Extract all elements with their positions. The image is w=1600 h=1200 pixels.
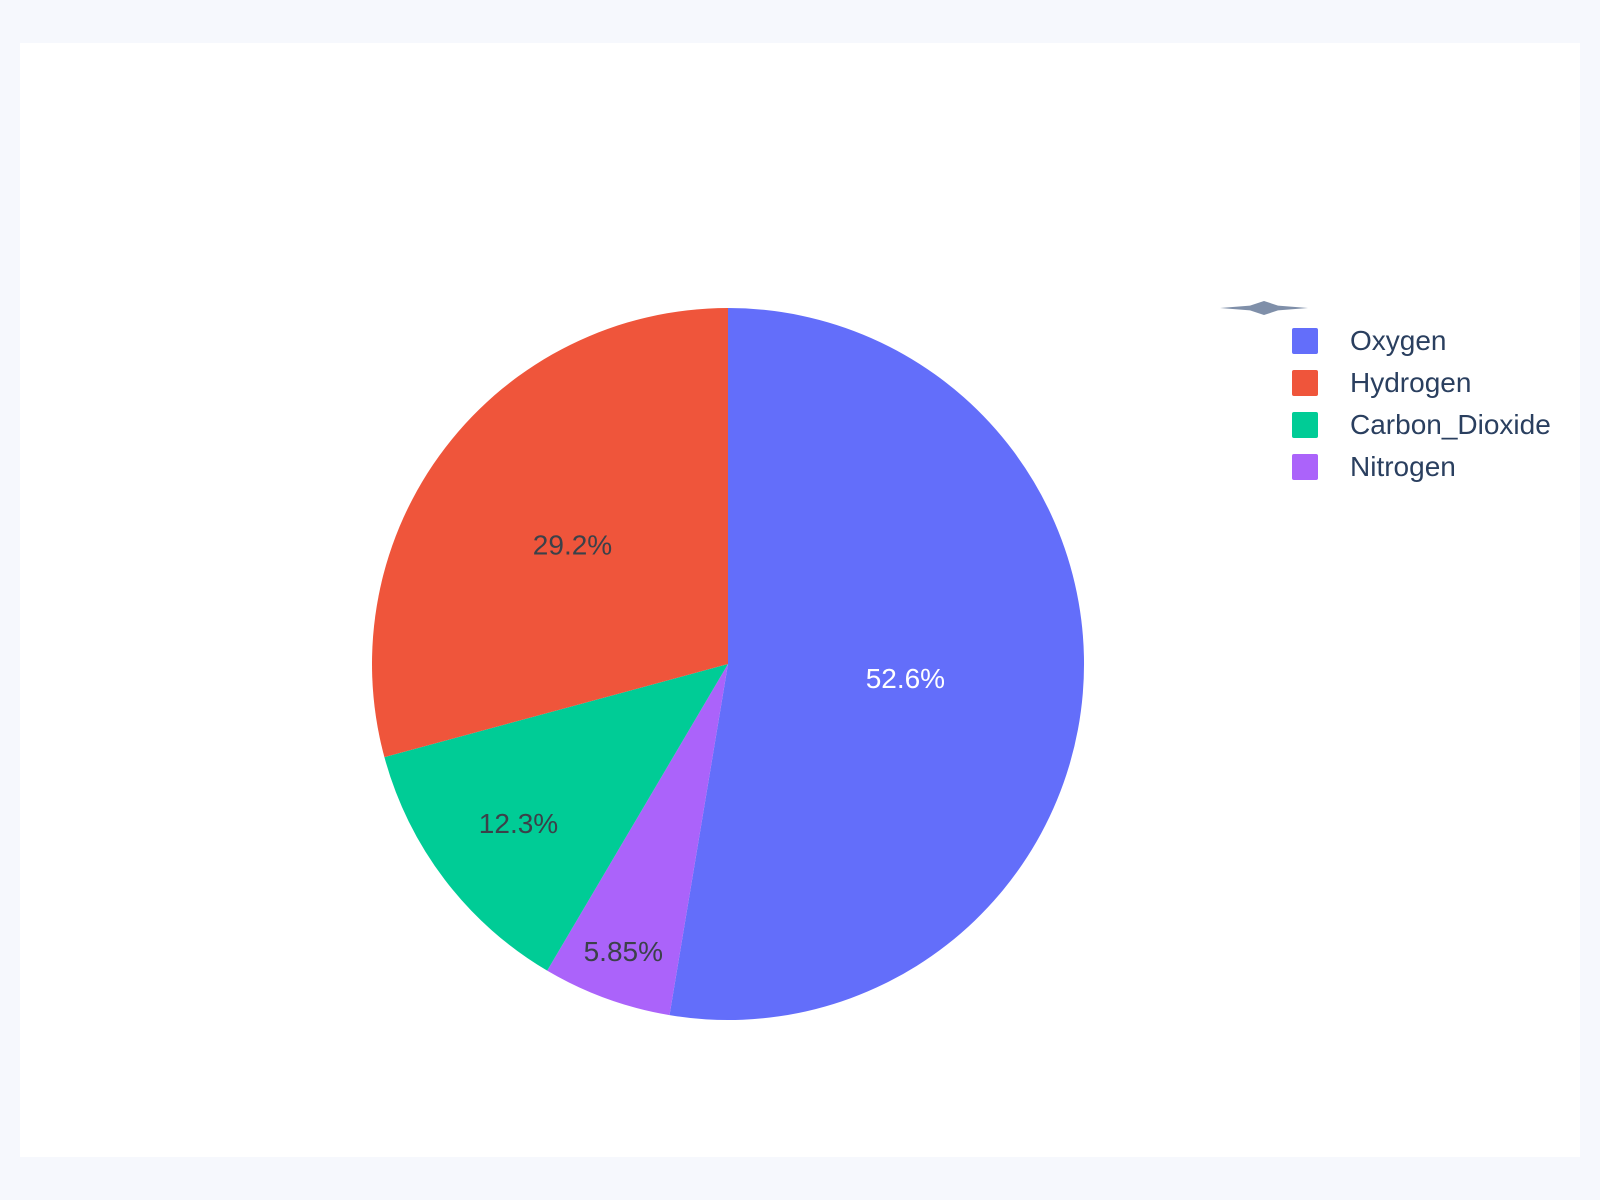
four-pointed-star-shape [1220, 301, 1308, 315]
chart-card: 52.6% 5.85% 12.3% 29.2% Oxygen Hydrogen Carbo… [20, 43, 1580, 1157]
legend-item-label: Hydrogen [1350, 367, 1472, 398]
legend-swatch-icon [1292, 412, 1318, 438]
legend-swatch-icon [1292, 328, 1318, 354]
pie-slice-nitrogen[interactable] [547, 664, 728, 1016]
legend-item-label: Nitrogen [1350, 451, 1456, 482]
pie-slice-label-hydrogen: 29.2% [533, 530, 612, 561]
legend: Oxygen Hydrogen Carbon_Dioxide Nitrogen [1292, 325, 1551, 496]
legend-item-carbon_dioxide[interactable]: Carbon_Dioxide [1292, 409, 1551, 440]
legend-item-label: Oxygen [1350, 325, 1447, 356]
legend-item-label: Carbon_Dioxide [1350, 409, 1551, 440]
legend-item-hydrogen[interactable]: Hydrogen [1292, 367, 1551, 398]
legend-swatch-icon [1292, 454, 1318, 480]
pie-slice-hydrogen[interactable] [372, 308, 728, 758]
four-pointed-star-icon [1220, 301, 1308, 315]
pie-chart: 52.6% 5.85% 12.3% 29.2% [372, 308, 1085, 1020]
pie-slice-label-nitrogen: 5.85% [584, 936, 663, 967]
legend-item-oxygen[interactable]: Oxygen [1292, 325, 1551, 356]
pie-slice-oxygen[interactable] [669, 308, 1085, 1020]
pie-slice-label-oxygen: 52.6% [866, 663, 945, 694]
pie-slice-label-carbon_dioxide: 12.3% [479, 808, 558, 839]
pie-slice-carbon_dioxide[interactable] [384, 664, 728, 971]
legend-swatch-icon [1292, 370, 1318, 396]
legend-item-nitrogen[interactable]: Nitrogen [1292, 451, 1551, 482]
